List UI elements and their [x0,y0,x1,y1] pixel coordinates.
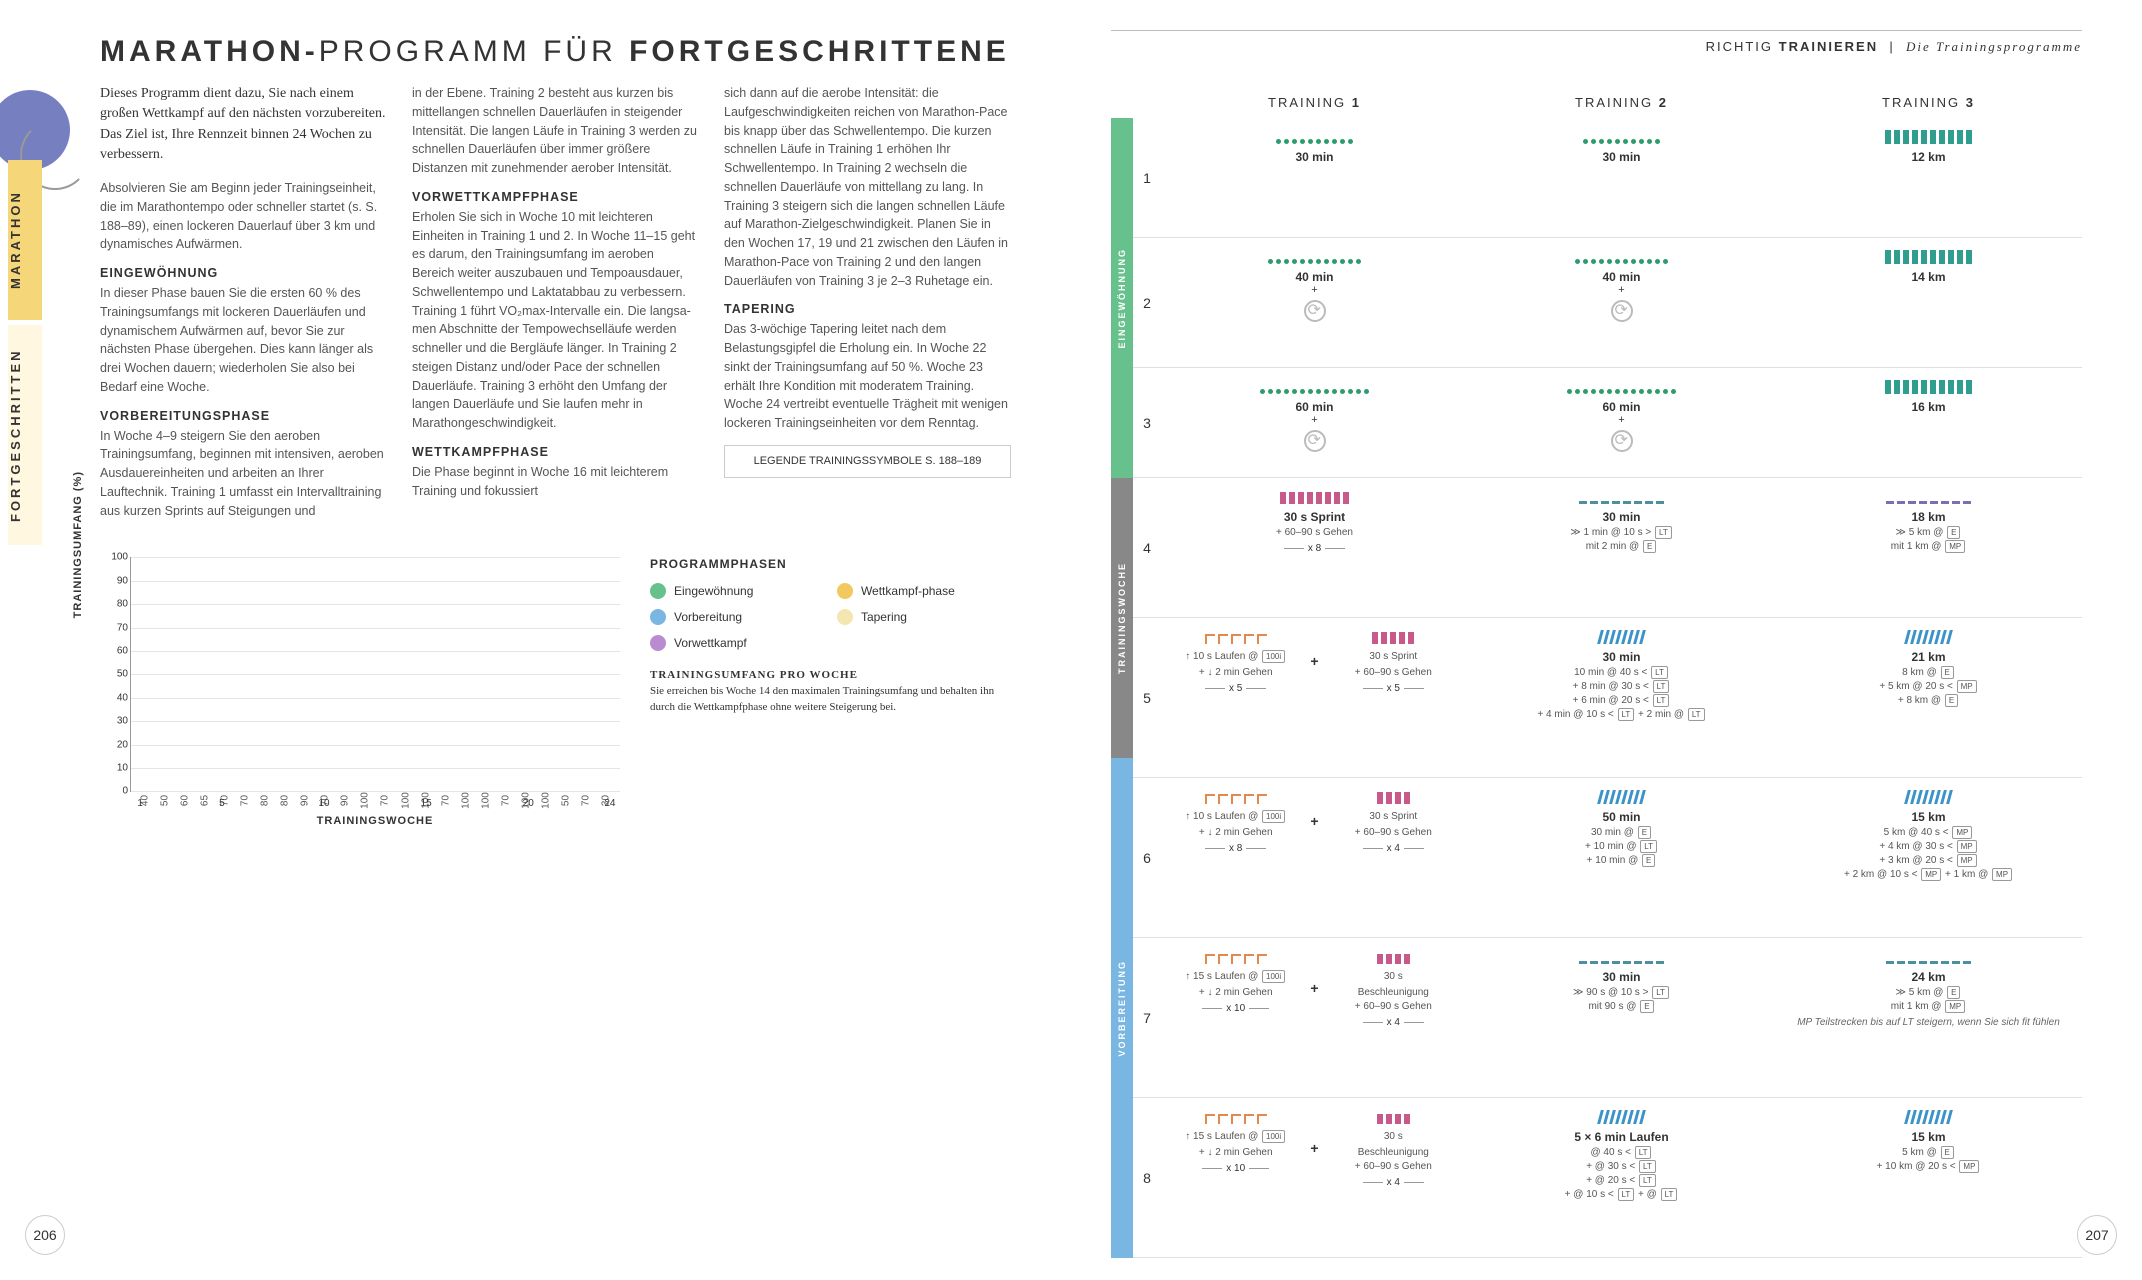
training-col-head: TRAINING 3 [1775,95,2082,118]
week-number: 7 [1133,938,1161,1098]
repeat-icon [1304,430,1326,452]
schedule-cell: 12 km [1775,118,2082,237]
running-head: RICHTIG TRAINIEREN | Die Trainingsprogra… [1111,39,2082,55]
legend-item: Vorwettkampf [650,635,817,651]
schedule-row: 60 min+60 min+16 km [1161,368,2082,478]
schedule-row: 30 min30 min12 km [1161,118,2082,238]
volume-bar-chart: TRAININGSUMFANG (%) 01020304050607080901… [100,557,620,827]
schedule-cell: 30 min≫ 90 s @ 10 s > LTmit 90 s @ E [1468,938,1775,1097]
legend-item: Vorbereitung [650,609,817,625]
week-number: 8 [1133,1098,1161,1258]
schedule-cell: 14 km [1775,238,2082,367]
schedule-cell: 60 min+ [1161,368,1468,477]
legend-reference: LEGENDE TRAININGSSYMBOLE S. 188–189 [724,445,1011,478]
week-number: 6 [1133,778,1161,938]
chart-section: TRAININGSUMFANG (%) 01020304050607080901… [100,557,1021,827]
training-col-head: TRAINING 2 [1468,95,1775,118]
page-number: 207 [2077,1215,2117,1255]
schedule-cell: 30 s Sprint+ 60–90 s Gehenx 8 [1161,478,1468,617]
week-number: 3 [1133,368,1161,478]
legend-item: Tapering [837,609,1004,625]
schedule-cell: ↑ 15 s Laufen @ 100i+ ↓ 2 min Gehenx 10+… [1161,1098,1468,1257]
schedule-cell: 24 km≫ 5 km @ Emit 1 km @ MPMP Teilstrec… [1775,938,2082,1097]
schedule-cell: 15 km5 km @ 40 s < MP+ 4 km @ 30 s < MP+… [1775,778,2082,937]
repeat-icon [1611,430,1633,452]
col-1: Dieses Programm dient dazu, Sie nach ein… [100,84,387,532]
schedule-cell: ↑ 15 s Laufen @ 100i+ ↓ 2 min Gehenx 10+… [1161,938,1468,1097]
week-number: 2 [1133,238,1161,368]
week-number: 4 [1133,478,1161,618]
schedule-cell: 16 km [1775,368,2082,477]
page-left: MARATHON FORTGESCHRITTEN MARATHON-PROGRA… [0,0,1071,1280]
schedule-cell: 30 min [1468,118,1775,237]
repeat-icon [1611,300,1633,322]
schedule-cell: 40 min+ [1468,238,1775,367]
page-right: RICHTIG TRAINIEREN | Die Trainingsprogra… [1071,0,2142,1280]
intro-text: Dieses Programm dient dazu, Sie nach ein… [100,84,387,165]
phase-legend: PROGRAMMPHASEN EingewöhnungWettkampf-pha… [650,557,1021,827]
schedule-cell: 15 km5 km @ E+ 10 km @ 20 s < MP [1775,1098,2082,1257]
schedule-row: ↑ 10 s Laufen @ 100i+ ↓ 2 min Gehenx 5+3… [1161,618,2082,778]
schedule-cell: 30 min10 min @ 40 s < LT+ 8 min @ 30 s <… [1468,618,1775,777]
schedule-cell: 50 min30 min @ E+ 10 min @ LT+ 10 min @ … [1468,778,1775,937]
decorative-circles [0,90,70,170]
phase-strip-segment: TRAININGSWOCHE [1111,478,1133,758]
page-title: MARATHON-PROGRAMM FÜR FORTGESCHRITTENE [100,35,1021,69]
schedule-row: ↑ 15 s Laufen @ 100i+ ↓ 2 min Gehenx 10+… [1161,1098,2082,1258]
schedule-cell: 40 min+ [1161,238,1468,367]
body-columns: Dieses Programm dient dazu, Sie nach ein… [100,84,1011,532]
schedule-cell: 30 min [1161,118,1468,237]
schedule-row: ↑ 10 s Laufen @ 100i+ ↓ 2 min Gehenx 8+3… [1161,778,2082,938]
schedule-cell: 21 km8 km @ E+ 5 km @ 20 s < MP+ 8 km @ … [1775,618,2082,777]
schedule-cell: 60 min+ [1468,368,1775,477]
legend-item: Eingewöhnung [650,583,817,599]
week-number: 1 [1133,118,1161,238]
training-col-head: TRAINING 1 [1161,95,1468,118]
schedule-row: 30 s Sprint+ 60–90 s Gehenx 830 min≫ 1 m… [1161,478,2082,618]
phase-strip-segment: EINGEWÖHNUNG [1111,118,1133,478]
schedule-cell: ↑ 10 s Laufen @ 100i+ ↓ 2 min Gehenx 5+3… [1161,618,1468,777]
schedule-cell: 30 min≫ 1 min @ 10 s > LTmit 2 min @ E [1468,478,1775,617]
week-number: 5 [1133,618,1161,778]
tab-marathon: MARATHON [8,160,42,320]
training-schedule: TRAINING 1TRAINING 2TRAINING 3 EINGEWÖHN… [1111,95,2082,1258]
page-number: 206 [25,1215,65,1255]
repeat-icon [1304,300,1326,322]
schedule-cell: ↑ 10 s Laufen @ 100i+ ↓ 2 min Gehenx 8+3… [1161,778,1468,937]
schedule-cell: 5 × 6 min Laufen@ 40 s < LT+ @ 30 s < LT… [1468,1098,1775,1257]
schedule-row: 40 min+40 min+14 km [1161,238,2082,368]
phase-strip-segment: VORBEREITUNG [1111,758,1133,1258]
schedule-row: ↑ 15 s Laufen @ 100i+ ↓ 2 min Gehenx 10+… [1161,938,2082,1098]
schedule-cell: 18 km≫ 5 km @ Emit 1 km @ MP [1775,478,2082,617]
col-3: sich dann auf die aerobe Intensität: die… [724,84,1011,532]
col-2: in der Ebene. Training 2 besteht aus kur… [412,84,699,532]
legend-item: Wettkampf-phase [837,583,1004,599]
tab-level: FORTGESCHRITTEN [8,325,42,545]
